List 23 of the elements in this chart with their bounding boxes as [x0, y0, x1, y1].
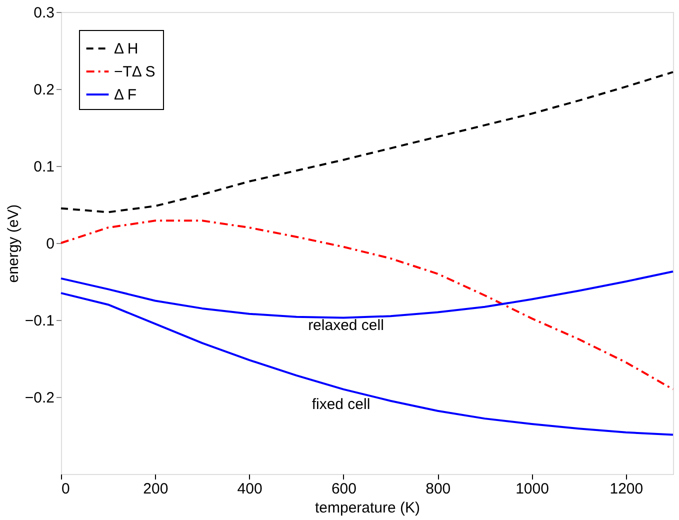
x-tick-label: 200	[143, 480, 168, 498]
y-tick-label: −0.1	[24, 312, 54, 330]
y-tick-label: −0.2	[24, 390, 54, 406]
line-series	[60, 270, 674, 319]
y-axis-title: energy (eV)	[4, 204, 22, 283]
annotation: fixed cell	[312, 396, 370, 413]
y-tick-label: 0.3	[34, 4, 54, 22]
x-axis-title: temperature (K)	[314, 500, 420, 516]
y-tick-label: 0.1	[34, 158, 54, 176]
legend-label: Δ F	[114, 86, 137, 104]
x-tick-label: 600	[331, 480, 356, 498]
x-tick-label: 1200	[610, 480, 644, 498]
y-tick-label: 0	[46, 236, 54, 252]
legend-label: −TΔ S	[114, 64, 156, 80]
legend-label: Δ H	[114, 40, 138, 58]
x-tick-label: 0	[62, 480, 70, 498]
annotation: relaxed cell	[308, 317, 384, 334]
line-series	[60, 220, 674, 390]
x-tick-label: 800	[426, 480, 451, 498]
x-tick-label: 400	[237, 480, 262, 498]
y-tick-label: 0.2	[34, 82, 54, 98]
x-tick-label: 1000	[516, 480, 549, 498]
line-series	[60, 292, 674, 436]
